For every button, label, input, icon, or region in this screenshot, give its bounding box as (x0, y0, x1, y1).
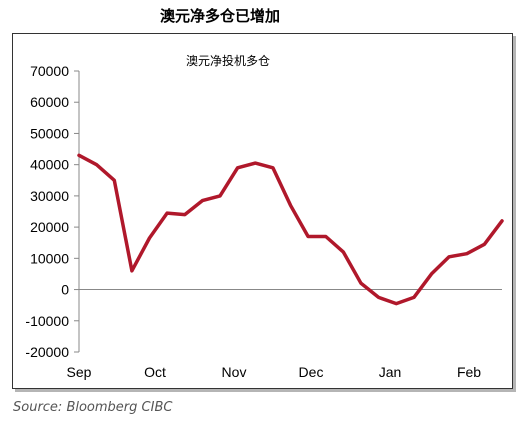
y-tick-label: 10000 (30, 250, 69, 266)
y-axis: 70000 60000 50000 40000 30000 20000 10000 0 -100… (25, 63, 80, 360)
x-tick-label: Sep (67, 364, 92, 380)
x-axis: Sep Oct Nov Dec Jan Feb (67, 289, 502, 380)
y-tick-label: -10000 (25, 313, 69, 329)
y-tick-label: 0 (61, 282, 69, 298)
x-tick-label: Oct (144, 364, 166, 380)
y-tick-label: -20000 (25, 344, 69, 360)
y-tick-label: 20000 (30, 219, 69, 235)
chart-panel: 澳元净投机多仓 70000 60000 50000 40000 30000 20000 10… (12, 33, 513, 389)
y-tick-label: 40000 (30, 157, 69, 173)
chart-title: 澳元净投机多仓 (186, 53, 270, 68)
x-tick-label: Jan (379, 364, 402, 380)
series-line (77, 153, 504, 306)
x-tick-label: Nov (222, 364, 247, 380)
series-layer (77, 153, 504, 306)
x-tick-label: Dec (299, 364, 324, 380)
y-tick-label: 50000 (30, 125, 69, 141)
x-tick-label: Feb (457, 364, 481, 380)
y-tick-label: 60000 (30, 94, 69, 110)
figure-title: 澳元净多仓已增加 (159, 7, 280, 25)
source-note: Source: Bloomberg CIBC (13, 400, 173, 415)
y-tick-label: 30000 (30, 188, 69, 204)
y-tick-label: 70000 (30, 63, 69, 79)
line-chart: 澳元净投机多仓 70000 60000 50000 40000 30000 20000 10… (25, 53, 504, 380)
